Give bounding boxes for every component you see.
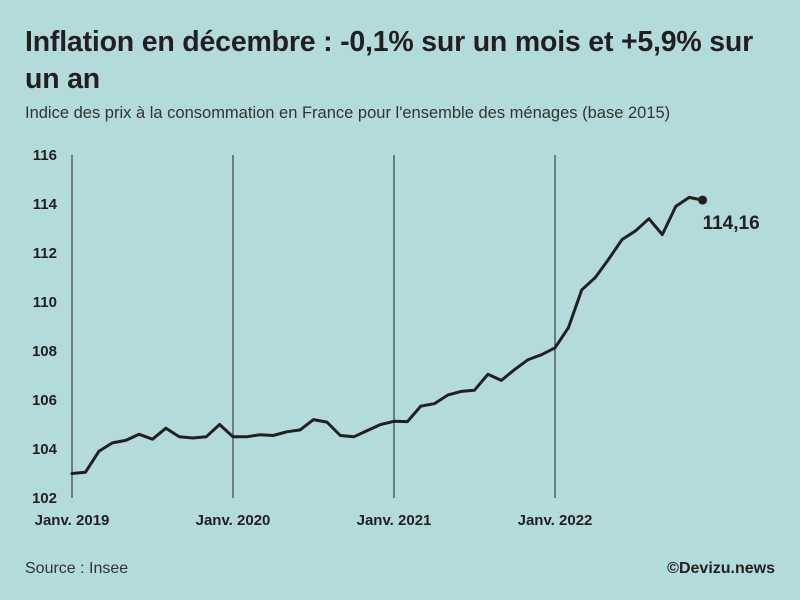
y-tick-label: 114: [33, 196, 58, 213]
gridlines: [71, 155, 556, 498]
end-point-marker: [698, 195, 708, 205]
y-tick-label: 104: [32, 441, 58, 458]
y-tick-label: 102: [32, 490, 57, 507]
chart-subtitle: Indice des prix à la consommation en Fra…: [25, 104, 671, 122]
series-line: [70, 195, 705, 475]
y-axis: 102 104 106 108 110 112 114 116: [32, 147, 58, 507]
x-tick-label: Janv. 2020: [196, 512, 271, 529]
y-tick-label: 112: [33, 245, 57, 262]
y-tick-label: 108: [32, 343, 57, 360]
y-tick-label: 116: [33, 147, 57, 164]
credit-label: ©Devizu.news: [667, 560, 775, 577]
y-tick-label: 106: [32, 392, 57, 409]
source-note: Source : Insee: [25, 560, 129, 577]
x-axis: Janv. 2019 Janv. 2020 Janv. 2021 Janv. 2022: [35, 512, 593, 529]
series-layer: 114,16: [70, 195, 760, 475]
end-value-label: 114,16: [703, 213, 760, 234]
x-tick-label: Janv. 2021: [357, 512, 432, 529]
x-tick-label: Janv. 2019: [35, 512, 110, 529]
chart-title: Inflation en décembre : -0,1% sur un moi…: [25, 26, 754, 95]
y-tick-label: 110: [33, 294, 57, 311]
x-tick-label: Janv. 2022: [518, 512, 593, 529]
